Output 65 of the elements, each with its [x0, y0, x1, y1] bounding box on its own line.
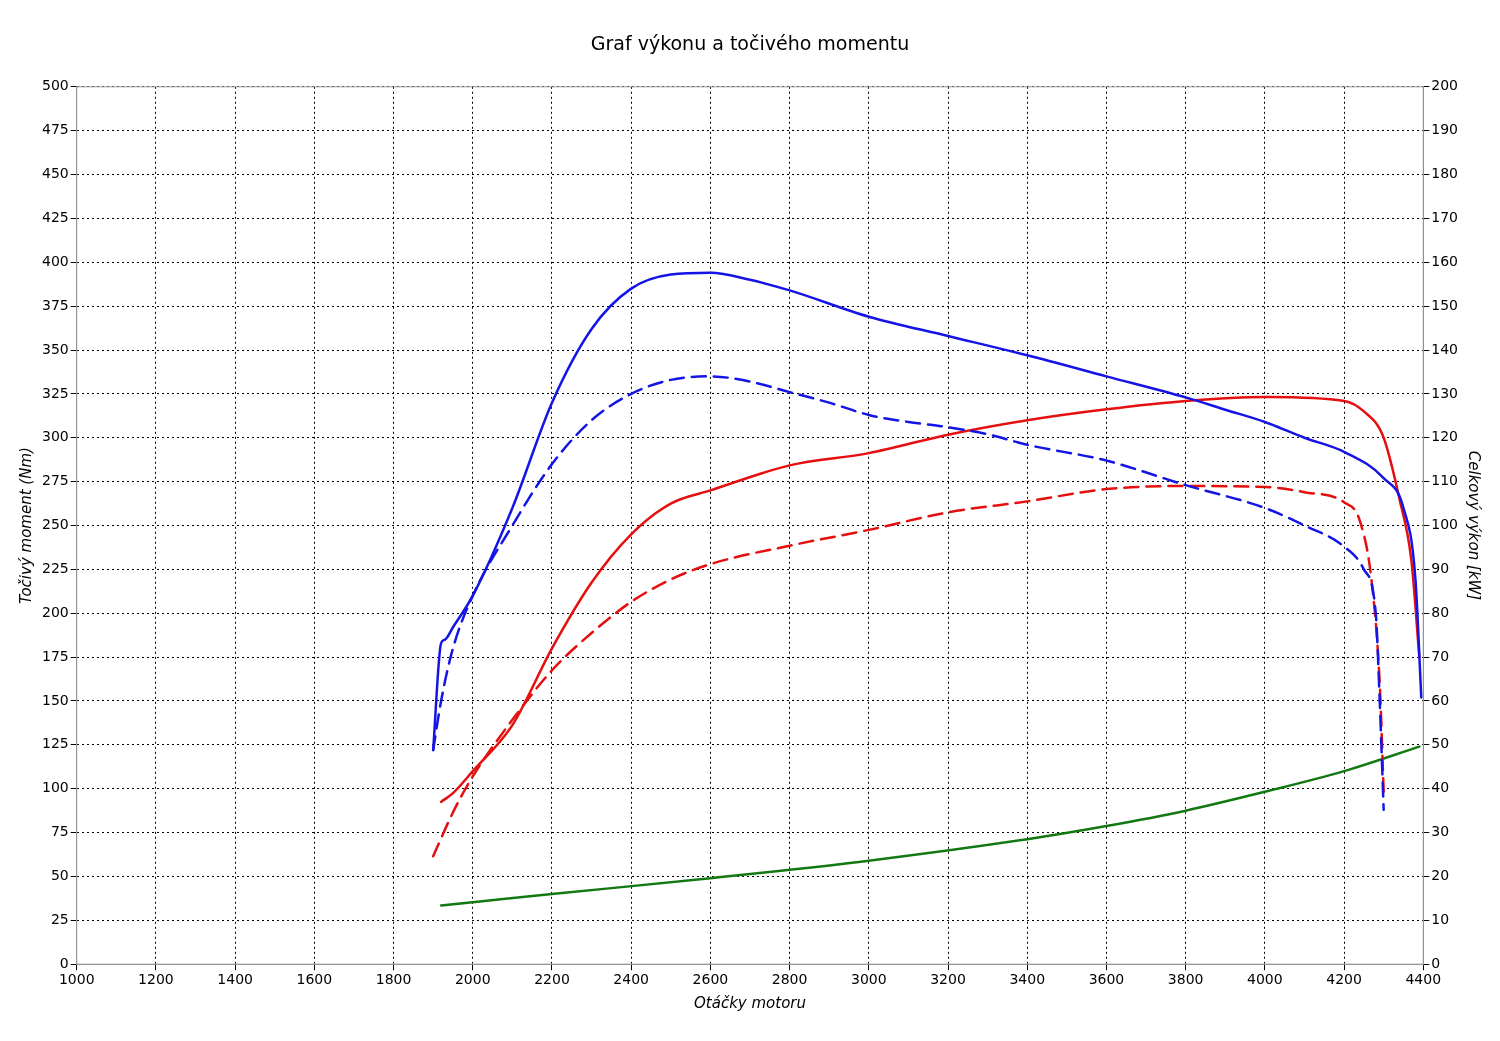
- y2-tick-label: 40: [1431, 779, 1450, 796]
- y2-tick-label: 110: [1431, 472, 1459, 489]
- y-tick-label: 225: [41, 560, 69, 577]
- y2-axis-title: Celkový výkon [kW]: [1465, 450, 1484, 601]
- y-tick-label: 425: [41, 209, 69, 226]
- y-tick-label: 450: [41, 165, 69, 182]
- x-tick-label: 3000: [850, 971, 887, 988]
- y-tick-label: 75: [50, 823, 69, 840]
- y2-tick-label: 30: [1431, 823, 1450, 840]
- y-tick-label: 175: [41, 647, 69, 664]
- y2-tick-label: 140: [1431, 340, 1459, 357]
- y-tick-label: 100: [41, 779, 69, 796]
- x-tick-label: 4400: [1405, 971, 1442, 988]
- y-tick-label: 250: [41, 516, 69, 533]
- y-tick-label: 200: [41, 603, 69, 620]
- y-tick-label: 0: [59, 954, 69, 971]
- x-tick-label: 1800: [375, 971, 412, 988]
- y-tick-label: 475: [41, 121, 69, 138]
- y2-tick-label: 0: [1431, 954, 1441, 971]
- chart-title: Graf výkonu a točivého momentu: [590, 32, 910, 55]
- line-series: [439, 745, 1421, 907]
- y2-tick-label: 150: [1431, 296, 1459, 313]
- y2-tick-label: 190: [1431, 121, 1459, 138]
- y2-tick-label: 10: [1431, 910, 1450, 927]
- x-tick-label: 2000: [454, 971, 491, 988]
- y2-tick-label: 80: [1431, 603, 1450, 620]
- y2-tick-label: 200: [1431, 77, 1459, 94]
- y-tick-label: 325: [41, 384, 69, 401]
- x-tick-label: 2800: [771, 971, 808, 988]
- y2-tick-label: 20: [1431, 867, 1450, 884]
- y-tick-label: 350: [41, 340, 69, 357]
- y2-tick-label: 130: [1431, 384, 1459, 401]
- y2-tick-label: 90: [1431, 560, 1450, 577]
- y-tick-label: 400: [41, 252, 69, 269]
- y-axis-title: Točivý moment (Nm): [16, 447, 35, 604]
- x-tick-label: 2400: [613, 971, 650, 988]
- x-tick-label: 3400: [1009, 971, 1046, 988]
- x-tick-label: 2200: [534, 971, 570, 988]
- y-tick-label: 25: [50, 910, 69, 927]
- y2-tick-label: 50: [1431, 735, 1450, 752]
- x-tick-label: 3600: [1088, 971, 1125, 988]
- y-tick-label: 125: [41, 735, 69, 752]
- x-axis-title: Otáčky motoru: [694, 993, 806, 1012]
- y2-tick-label: 70: [1431, 647, 1450, 664]
- x-tick-label: 1400: [217, 971, 253, 988]
- x-tick-label: 4200: [1326, 971, 1362, 988]
- y-tick-label: 150: [41, 691, 69, 708]
- y2-tick-label: 160: [1431, 252, 1459, 269]
- x-tick-label: 3200: [930, 971, 966, 988]
- y-tick-label: 375: [41, 296, 69, 313]
- y-tick-label: 300: [41, 428, 69, 445]
- y2-tick-label: 120: [1431, 428, 1459, 445]
- y2-tick-label: 100: [1431, 516, 1459, 533]
- y-tick-label: 500: [41, 77, 69, 94]
- x-tick-label: 1200: [138, 971, 174, 988]
- y-tick-label: 50: [50, 867, 69, 884]
- y2-tick-label: 60: [1431, 691, 1450, 708]
- x-tick-label: 2600: [692, 971, 729, 988]
- x-tick-label: 4000: [1247, 971, 1283, 988]
- y2-tick-label: 180: [1431, 165, 1459, 182]
- x-tick-label: 1000: [58, 971, 95, 988]
- x-tick-label: 1600: [296, 971, 333, 988]
- x-tick-label: 3800: [1167, 971, 1204, 988]
- y2-tick-label: 170: [1431, 209, 1459, 226]
- y-tick-label: 275: [41, 472, 69, 489]
